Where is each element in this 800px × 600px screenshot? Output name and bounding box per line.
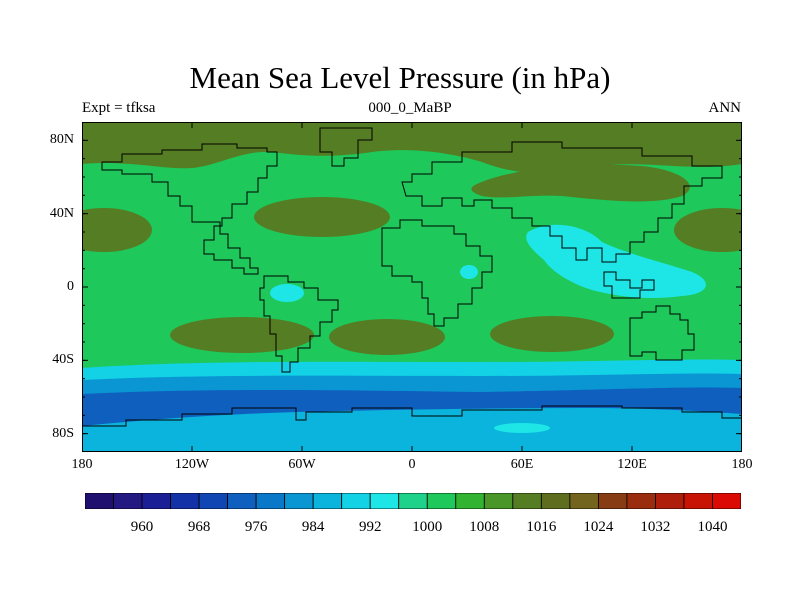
colorbar-label: 1016 bbox=[526, 519, 557, 535]
map-title: Mean Sea Level Pressure (in hPa) bbox=[189, 60, 611, 95]
lat-label: 40S bbox=[52, 352, 74, 368]
colorbar-swatch bbox=[227, 493, 257, 509]
colorbar-swatch bbox=[540, 493, 571, 509]
colorbar-label: 960 bbox=[130, 519, 154, 535]
colorbar-swatch bbox=[398, 493, 428, 509]
colorbar-swatch bbox=[712, 493, 741, 509]
lon-label: 180 bbox=[71, 457, 93, 472]
field-antarctica bbox=[82, 408, 742, 452]
field-atlantic-high bbox=[254, 197, 390, 237]
colorbar-swatch bbox=[512, 493, 542, 509]
coastline-south-america bbox=[259, 275, 339, 373]
colorbar-label: 976 bbox=[244, 519, 268, 535]
colorbar-swatch bbox=[85, 493, 114, 509]
coastline-maritime bbox=[603, 271, 655, 299]
experiment-label: Expt = tfksa bbox=[82, 100, 156, 116]
coastline-greenland bbox=[319, 127, 373, 167]
field-south-atlantic-high bbox=[329, 319, 445, 355]
colorbar-label: 992 bbox=[358, 519, 382, 535]
colorbar-swatch bbox=[255, 493, 286, 509]
coastline-eurasia bbox=[401, 141, 723, 263]
colorbar-swatch bbox=[198, 493, 229, 509]
coastline-north-america bbox=[101, 143, 278, 275]
field-africa-low bbox=[460, 265, 478, 279]
colorbar-label: 1008 bbox=[469, 519, 500, 535]
colorbar-swatch bbox=[426, 493, 457, 509]
lon-label: 180 bbox=[731, 457, 753, 472]
colorbar-swatch bbox=[655, 493, 685, 509]
lon-label: 60E bbox=[510, 457, 534, 472]
colorbar-swatch bbox=[170, 493, 200, 509]
colorbar-swatch bbox=[113, 493, 143, 509]
field-pacific-high-west bbox=[82, 208, 152, 252]
field-indian-ocean-high bbox=[490, 316, 614, 352]
coastlines bbox=[82, 127, 742, 427]
colorbar-label: 1000 bbox=[412, 519, 443, 535]
lon-label: 120E bbox=[617, 457, 647, 472]
colorbar-swatch bbox=[341, 493, 371, 509]
map-frame bbox=[82, 122, 742, 452]
lat-label: 80S bbox=[52, 425, 74, 441]
time-label: 000_0_MaBP bbox=[368, 100, 452, 116]
colorbar-label: 968 bbox=[187, 519, 211, 535]
colorbar-swatch bbox=[141, 493, 171, 509]
lat-label: 80N bbox=[49, 132, 74, 148]
lon-label: 0 bbox=[408, 457, 416, 472]
colorbar-label: 984 bbox=[301, 519, 325, 535]
lon-label: 120W bbox=[174, 457, 210, 472]
coastline-africa bbox=[381, 219, 493, 327]
coastline-antarctica bbox=[82, 405, 742, 427]
colorbar-swatch bbox=[569, 493, 599, 509]
field-subpolar-north bbox=[82, 122, 742, 173]
colorbar-label: 1032 bbox=[640, 519, 671, 535]
colorbar-label: 1040 bbox=[697, 519, 728, 535]
colorbar-swatch bbox=[284, 493, 314, 509]
colorbar-swatch bbox=[683, 493, 713, 509]
lat-label: 40N bbox=[49, 205, 74, 221]
colorbar-swatch bbox=[312, 493, 343, 509]
lat-label: 0 bbox=[67, 279, 74, 294]
colorbar-label: 1024 bbox=[583, 519, 614, 535]
colorbar-swatch bbox=[597, 493, 628, 509]
coastline-australia bbox=[629, 305, 695, 361]
field-subpolar-north bbox=[471, 164, 690, 202]
colorbar bbox=[85, 493, 741, 509]
field-ice-edge bbox=[494, 423, 550, 433]
field-south-pacific-high bbox=[170, 317, 314, 353]
pressure-map bbox=[82, 122, 742, 452]
field-pacific-high-east bbox=[674, 208, 742, 252]
colorbar-swatch bbox=[455, 493, 485, 509]
colorbar-swatch bbox=[626, 493, 656, 509]
colorbar-swatch bbox=[483, 493, 514, 509]
lon-label: 60W bbox=[288, 457, 316, 472]
colorbar-swatch bbox=[369, 493, 400, 509]
season-label: ANN bbox=[708, 100, 742, 116]
field-amazon-low bbox=[270, 284, 304, 302]
